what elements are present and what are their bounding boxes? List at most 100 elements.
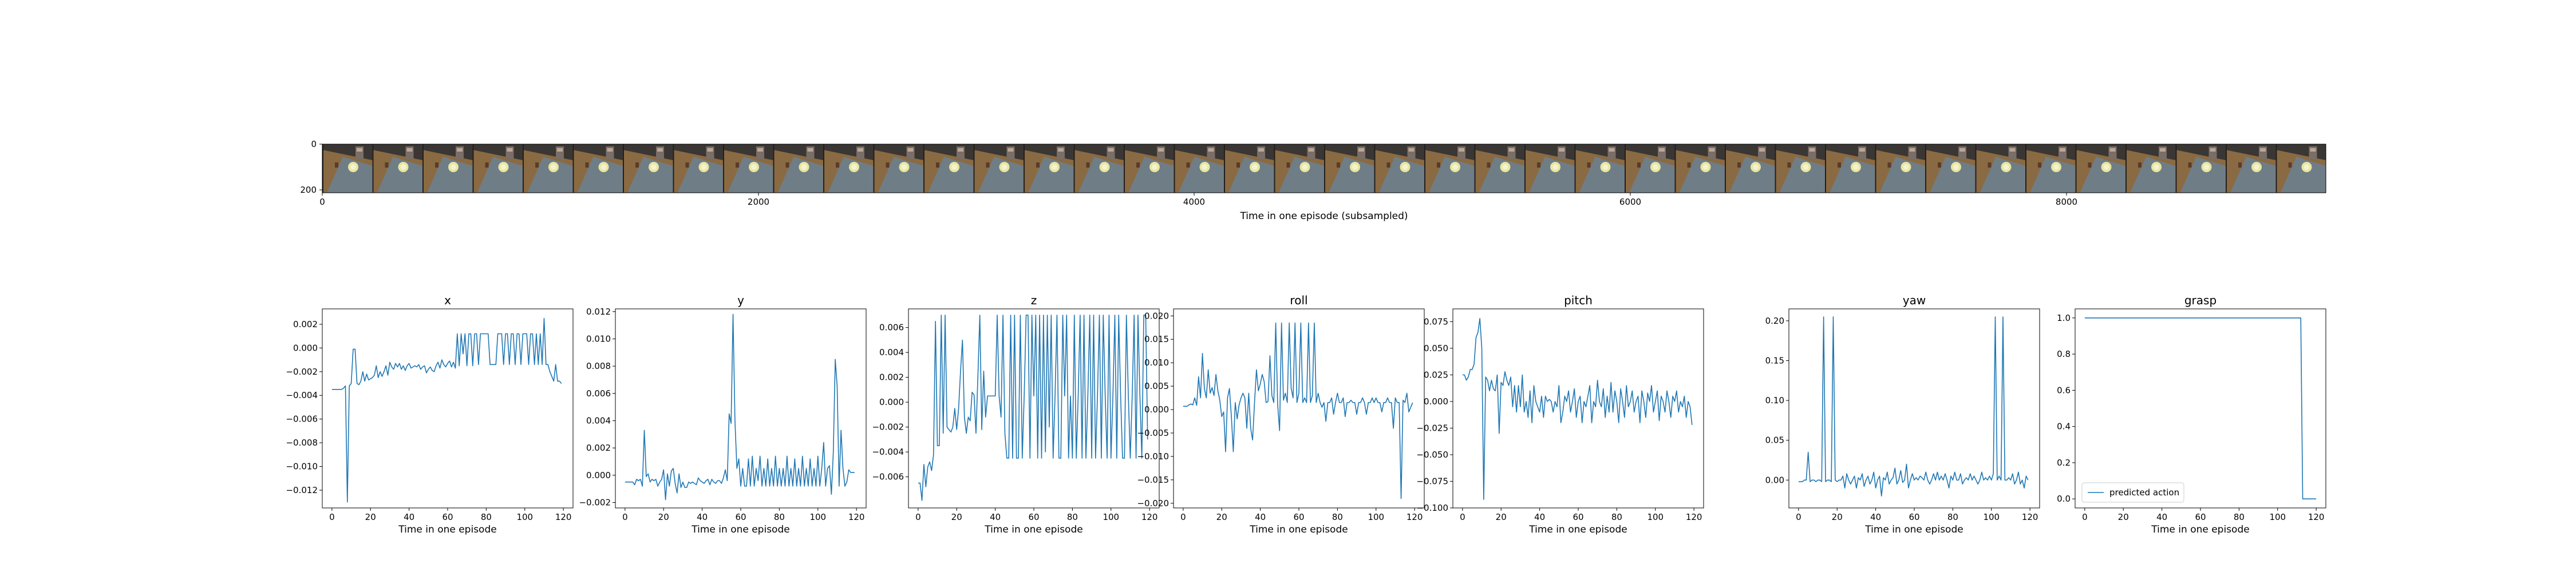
x-tick-label: 80: [774, 512, 785, 522]
x-axis-label: Time in one episode: [1528, 524, 1627, 535]
x-tick-label: 60: [1573, 512, 1583, 522]
subplot-title: grasp: [2184, 293, 2217, 307]
y-tick-label: 0.0: [2057, 494, 2071, 504]
y-tick-label: 0.00: [1765, 475, 1784, 485]
x-tick-label: 0: [1796, 512, 1801, 522]
y-tick-label: −0.015: [1137, 475, 1169, 485]
x-axis-label: Time in one episode: [2151, 524, 2249, 535]
x-tick-label: 40: [1255, 512, 1266, 522]
x-tick-label: 20: [2118, 512, 2129, 522]
filmstrip-xtick-label: 8000: [2056, 197, 2077, 207]
y-tick-label: 0.000: [586, 470, 611, 480]
axes-frame: [1452, 308, 1704, 509]
x-tick-label: 120: [2022, 512, 2038, 522]
y-tick-label: 0.15: [1765, 355, 1784, 366]
y-tick-label: 0.012: [586, 307, 611, 317]
x-tick-label: 20: [365, 512, 376, 522]
subplot-yaw: yaw 0 20 40 60 80 100 120 0.00 0.05 0.10 0.15 0.20 Ti…: [1765, 293, 2040, 535]
series-line: [1798, 316, 2029, 496]
x-tick-label: 0: [329, 512, 335, 522]
x-tick-label: 120: [848, 512, 865, 522]
subplot-z: z 0 20 40 60 80 100 120 −0.006 −0.004 −0.002 0.000 0…: [872, 293, 1160, 535]
y-tick-label: −0.010: [1137, 451, 1169, 462]
axes-frame: [2075, 308, 2326, 509]
axes-frame: [1173, 308, 1425, 509]
legend: predicted action: [2081, 482, 2184, 503]
filmstrip-xtick-label: 4000: [1183, 197, 1205, 207]
x-tick-label: 0: [915, 512, 921, 522]
x-tick-label: 80: [481, 512, 492, 522]
filmstrip-image: [322, 144, 2326, 193]
y-tick-label: 0.010: [586, 333, 611, 344]
y-tick-label: 0.015: [1144, 334, 1169, 344]
x-tick-label: 20: [951, 512, 962, 522]
filmstrip-xticks: 0 2000 4000 6000 8000: [319, 193, 2077, 207]
x-tick-label: 80: [1947, 512, 1958, 522]
x-tick-label: 40: [697, 512, 708, 522]
filmstrip-xtick-label: 0: [319, 197, 325, 207]
legend-label: predicted action: [2109, 487, 2179, 498]
y-tick-label: −0.006: [872, 472, 904, 482]
axes-frame: [615, 308, 867, 509]
x-tick-label: 100: [2269, 512, 2286, 522]
y-tick-label: 0.002: [293, 319, 318, 329]
filmstrip-panel: 0 200 0 2000 4000 6000 8000 Time in one …: [300, 139, 2326, 222]
x-tick-label: 40: [990, 512, 1001, 522]
y-tick-label: 0.010: [1144, 357, 1169, 368]
y-tick-label: 0.005: [1144, 381, 1169, 391]
x-tick-label: 60: [1909, 512, 1919, 522]
x-tick-label: 100: [809, 512, 826, 522]
legend-box: [2081, 482, 2184, 503]
x-tick-label: 80: [1067, 512, 1078, 522]
y-tick-label: 0.000: [293, 343, 318, 353]
y-tick-label: 0.050: [1424, 343, 1448, 353]
x-tick-label: 40: [2156, 512, 2167, 522]
x-tick-label: 60: [735, 512, 746, 522]
filmstrip-ytick-label: 0: [311, 139, 317, 149]
y-tick-label: −0.002: [872, 422, 904, 432]
y-tick-label: 0.4: [2057, 422, 2071, 432]
x-tick-label: 0: [622, 512, 628, 522]
x-tick-label: 80: [1611, 512, 1622, 522]
y-tick-label: −0.025: [1416, 423, 1448, 433]
filmstrip-yticks: 0 200: [300, 139, 322, 195]
x-tick-label: 120: [1141, 512, 1158, 522]
y-tick-label: −0.020: [1137, 498, 1169, 509]
x-tick-label: 100: [1368, 512, 1384, 522]
y-tick-label: −0.004: [286, 390, 318, 400]
y-tick-label: 0.000: [879, 397, 904, 407]
x-tick-label: 20: [1216, 512, 1227, 522]
y-tick-label: −0.012: [286, 485, 318, 495]
y-tick-label: 0.004: [879, 347, 904, 357]
series-line: [331, 317, 562, 503]
x-tick-label: 60: [1293, 512, 1304, 522]
x-tick-label: 120: [555, 512, 572, 522]
x-tick-label: 100: [1647, 512, 1664, 522]
x-tick-label: 60: [2195, 512, 2206, 522]
x-tick-label: 100: [1983, 512, 2000, 522]
y-tick-label: 0.8: [2057, 349, 2071, 359]
y-tick-label: −0.005: [1137, 428, 1169, 438]
subplot-pitch: pitch 0 20 40 60 80 100 120 −0.100 −0.075 −0.050 −0…: [1416, 293, 1704, 535]
filmstrip-xtick-label: 6000: [1619, 197, 1641, 207]
subplot-y: y 0 20 40 60 80 100 120 −0.002 0.000 0.002 0.004 0.0…: [579, 293, 867, 535]
subplot-title: x: [444, 293, 451, 307]
x-tick-label: 40: [1534, 512, 1545, 522]
x-tick-label: 40: [1870, 512, 1881, 522]
y-tick-label: 0.10: [1765, 395, 1784, 406]
x-axis-label: Time in one episode: [984, 524, 1082, 535]
subplot-title: yaw: [1903, 293, 1926, 307]
y-tick-label: 0.075: [1424, 316, 1448, 327]
filmstrip-ytick-label: 200: [300, 185, 317, 195]
y-tick-label: 0.025: [1424, 370, 1448, 380]
x-tick-label: 0: [1180, 512, 1186, 522]
subplot-x: x 0 20 40 60 80 100 120 −0.012 −0.010 −0.008 −0.006…: [286, 293, 574, 535]
subplot-title: z: [1031, 293, 1037, 307]
y-tick-label: 0.002: [586, 443, 611, 453]
series-line: [1462, 317, 1693, 500]
y-tick-label: 0.000: [1424, 396, 1448, 407]
x-tick-label: 60: [1028, 512, 1039, 522]
x-tick-label: 60: [442, 512, 453, 522]
subplots: x 0 20 40 60 80 100 120 −0.012 −0.010 −0.008 −0.006…: [286, 293, 2326, 535]
y-tick-label: 0.008: [586, 361, 611, 371]
